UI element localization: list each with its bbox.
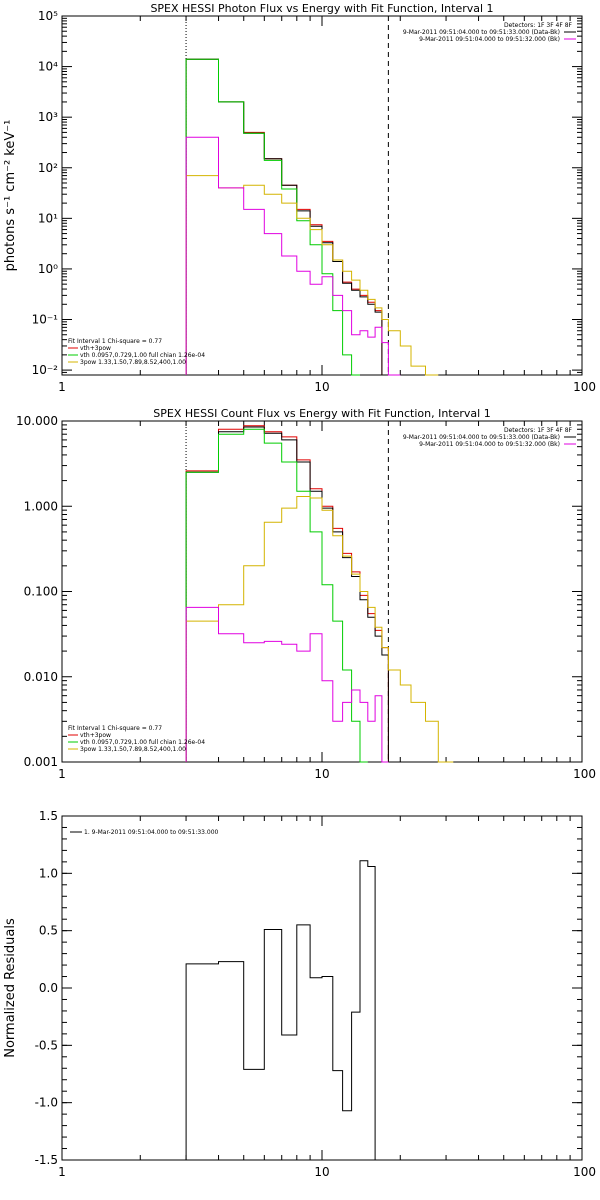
fit-legend-text: 3pow 1.33,1.50,7.89,8.52,400,1.00 — [80, 746, 186, 753]
y-tick-label: 10.000 — [16, 414, 58, 428]
x-tick-label: 10 — [314, 767, 329, 781]
y-tick-label: 10¹ — [38, 211, 58, 225]
series-line-photon-2 — [185, 58, 360, 376]
fit-legend-text: Fit Interval 1 Chi-square = 0.77 — [68, 725, 162, 732]
series-line-photon-1 — [185, 58, 383, 375]
y-tick-label: 10³ — [38, 110, 58, 124]
y-tick-label: 1.0 — [39, 866, 58, 880]
x-tick-label: 100 — [573, 767, 596, 781]
x-tick-label: 100 — [573, 380, 596, 394]
plot-frame-residuals — [61, 815, 583, 1161]
x-tick-label: 10 — [314, 1165, 329, 1179]
y-tick-label: 10⁻² — [32, 363, 59, 377]
fit-legend-text: vth+3pow — [80, 345, 111, 352]
y-tick-label: 0.5 — [39, 924, 58, 938]
y-tick-label: 10⁰ — [38, 262, 58, 276]
y-tick-label: -1.5 — [35, 1153, 58, 1167]
series-line-count-2 — [185, 428, 368, 763]
time-interval-legend-text: 9-Mar-2011 09:51:04.000 to 09:51:32.000 … — [419, 441, 560, 448]
time-interval-legend-text: 9-Mar-2011 09:51:04.000 to 09:51:33.000 … — [403, 434, 560, 441]
y-tick-label: 10⁻¹ — [32, 313, 59, 327]
x-tick-label: 1 — [58, 767, 66, 781]
fit-legend-text: vth+3pow — [80, 732, 111, 739]
y-axis-label: Normalized Residuals — [3, 918, 18, 1058]
y-axis-label: photons s⁻¹ cm⁻² keV⁻¹ — [3, 120, 18, 272]
y-tick-label: 0.010 — [24, 670, 58, 684]
time-interval-legend-text: 9-Mar-2011 09:51:04.000 to 09:51:32.000 … — [419, 36, 560, 43]
y-tick-label: 0.001 — [24, 755, 58, 769]
y-tick-label: 10⁴ — [38, 60, 58, 74]
fit-legend-text: Fit Interval 1 Chi-square = 0.77 — [68, 338, 162, 345]
y-tick-label: 10² — [38, 161, 58, 175]
y-tick-label: 10⁵ — [38, 9, 58, 23]
series-line-count-4 — [185, 606, 389, 763]
fit-legend-text: vth 0.0957,0.729,1.00 full chian 1.26e-0… — [80, 352, 205, 359]
x-tick-label: 10 — [314, 380, 329, 394]
y-tick-label: -1.0 — [35, 1096, 58, 1110]
plot-frame-photon — [61, 15, 583, 376]
series-line-photon-3 — [185, 175, 439, 376]
detectors-label: Detectors: 1F 3F 4F 8F — [504, 22, 573, 29]
y-tick-label: 0.0 — [39, 981, 58, 995]
chart-title-photon: SPEX HESSI Photon Flux vs Energy with Fi… — [150, 2, 493, 15]
time-interval-legend-text: 9-Mar-2011 09:51:04.000 to 09:51:33.000 … — [403, 29, 560, 36]
fit-legend-text: vth 0.0957,0.729,1.00 full chian 1.26e-0… — [80, 739, 205, 746]
series-line-residuals-0 — [185, 860, 376, 1160]
plot-frame-count — [61, 420, 583, 763]
series-line-photon-4 — [185, 136, 401, 376]
x-tick-label: 1 — [58, 1165, 66, 1179]
y-tick-label: -0.5 — [35, 1038, 58, 1052]
x-tick-label: 100 — [573, 1165, 596, 1179]
series-line-count-1 — [185, 426, 389, 762]
series-line-count-0 — [185, 425, 389, 762]
series-line-photon-0 — [185, 58, 383, 375]
series-line-count-3 — [185, 496, 454, 763]
y-tick-label: 0.100 — [24, 585, 58, 599]
chart-title-count: SPEX HESSI Count Flux vs Energy with Fit… — [153, 407, 490, 420]
fit-legend-text: 3pow 1.33,1.50,7.89,8.52,400,1.00 — [80, 359, 186, 366]
residual-legend-text: 1. 9-Mar-2011 09:51:04.000 to 09:51:33.0… — [84, 829, 219, 836]
x-tick-label: 1 — [58, 380, 66, 394]
detectors-label: Detectors: 1F 3F 4F 8F — [504, 427, 573, 434]
y-tick-label: 1.000 — [24, 499, 58, 513]
y-tick-label: 1.5 — [39, 809, 58, 823]
